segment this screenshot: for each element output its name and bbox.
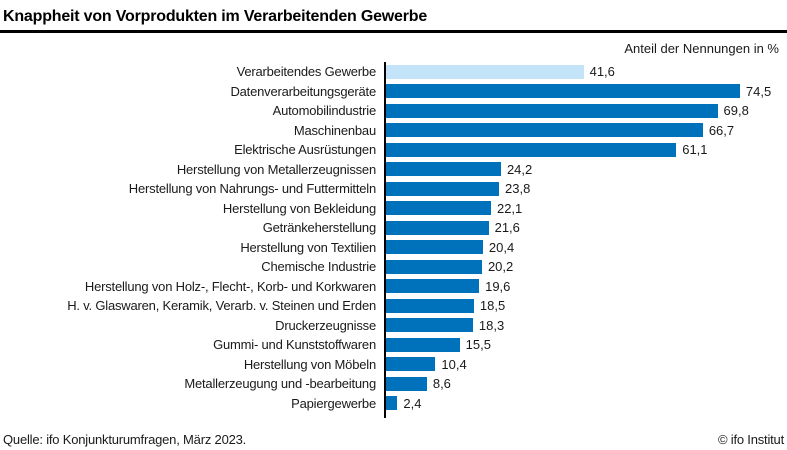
bar xyxy=(386,318,473,333)
chart-row: Datenverarbeitungsgeräte 74,5 xyxy=(0,81,787,101)
bar-track: 15,5 xyxy=(384,335,787,355)
footer-source: Quelle: ifo Konjunkturumfragen, März 202… xyxy=(3,432,247,447)
bar xyxy=(386,142,677,157)
category-label: Metallerzeugung und -bearbeitung xyxy=(184,376,376,392)
category-label: Herstellung von Nahrungs- und Futtermitt… xyxy=(128,181,376,197)
category-label: Automobilindustrie xyxy=(272,103,377,119)
bar xyxy=(386,337,460,352)
value-label: 24,2 xyxy=(506,161,533,177)
category-label: Herstellung von Textilien xyxy=(240,239,376,255)
value-label: 61,1 xyxy=(682,142,708,158)
value-label: 21,6 xyxy=(494,220,520,236)
chart-row: Herstellung von Nahrungs- und Futtermitt… xyxy=(0,179,787,199)
category-label: Maschinenbau xyxy=(293,122,376,138)
bar xyxy=(386,259,482,274)
bar-track: 74,5 xyxy=(384,81,787,101)
category-label: Getränkeherstellung xyxy=(262,220,376,236)
value-label: 15,5 xyxy=(465,337,491,353)
chart-row: Automobilindustrie 69,8 xyxy=(0,101,787,121)
chart-page: Knappheit von Vorprodukten im Verarbeite… xyxy=(0,7,787,447)
category-label: Druckerzeugnisse xyxy=(275,317,376,333)
category-label: Herstellung von Möbeln xyxy=(243,356,376,372)
bar-track: 41,6 xyxy=(384,62,787,82)
category-label: Papiergewerbe xyxy=(291,395,376,411)
value-label: 20,4 xyxy=(488,239,515,255)
value-label: 20,2 xyxy=(487,259,514,275)
bar-track: 20,2 xyxy=(384,257,787,277)
category-label: Gummi- und Kunststoffwaren xyxy=(213,337,376,353)
value-label: 18,5 xyxy=(479,298,506,314)
bar xyxy=(386,376,427,391)
value-label: 22,1 xyxy=(496,200,523,216)
category-label: Herstellung von Metallerzeugnissen xyxy=(176,161,376,177)
chart-row: Herstellung von Metallerzeugnissen 24,2 xyxy=(0,159,787,179)
chart-row: Elektrische Ausrüstungen 61,1 xyxy=(0,140,787,160)
bar xyxy=(386,240,483,255)
bar-track: 69,8 xyxy=(384,101,787,121)
bar-track: 19,6 xyxy=(384,276,787,296)
chart-row: Verarbeitendes Gewerbe 41,6 xyxy=(0,62,787,82)
bar-track: 24,2 xyxy=(384,159,787,179)
category-label: Verarbeitendes Gewerbe xyxy=(236,64,377,80)
bar xyxy=(386,201,491,216)
value-label: 10,4 xyxy=(441,356,467,372)
bar xyxy=(386,220,489,235)
bar xyxy=(386,396,398,411)
value-label: 66,7 xyxy=(708,122,735,138)
value-label: 2,4 xyxy=(403,395,422,411)
bar-track: 10,4 xyxy=(384,354,787,374)
title-divider xyxy=(0,30,787,33)
chart-row: Herstellung von Bekleidung 22,1 xyxy=(0,198,787,218)
chart-row: Herstellung von Möbeln 10,4 xyxy=(0,354,787,374)
category-label: Herstellung von Holz-, Flecht-, Korb- un… xyxy=(84,278,376,294)
chart-row: Gummi- und Kunststoffwaren 15,5 xyxy=(0,335,787,355)
value-label: 74,5 xyxy=(745,83,772,99)
value-label: 8,6 xyxy=(432,376,451,392)
bar-track: 21,6 xyxy=(384,218,787,238)
bar xyxy=(386,103,718,118)
bar-chart: Verarbeitendes Gewerbe 41,6 Datenverarbeit… xyxy=(0,62,787,413)
bar xyxy=(386,123,703,138)
bar-track: 61,1 xyxy=(384,140,787,160)
category-label: Herstellung von Bekleidung xyxy=(222,200,376,216)
category-label: Chemische Industrie xyxy=(261,259,376,275)
bar-track: 2,4 xyxy=(384,393,787,413)
bar-track: 18,3 xyxy=(384,315,787,335)
axis-unit-label: Anteil der Nennungen in % xyxy=(624,41,779,56)
footer-copyright: © ifo Institut xyxy=(717,432,784,447)
bar-track: 8,6 xyxy=(384,374,787,394)
value-label: 23,8 xyxy=(505,181,531,197)
chart-row: Maschinenbau 66,7 xyxy=(0,120,787,140)
chart-row: Herstellung von Holz-, Flecht-, Korb- un… xyxy=(0,276,787,296)
chart-row: Getränkeherstellung 21,6 xyxy=(0,218,787,238)
value-label: 19,6 xyxy=(485,278,511,294)
bar-track: 20,4 xyxy=(384,237,787,257)
bar xyxy=(386,64,584,79)
bar xyxy=(386,357,436,372)
value-label: 69,8 xyxy=(723,103,749,119)
bar xyxy=(386,279,480,294)
bar-track: 23,8 xyxy=(384,179,787,199)
chart-row: Druckerzeugnisse 18,3 xyxy=(0,315,787,335)
page-title: Knappheit von Vorprodukten im Verarbeite… xyxy=(3,8,428,25)
chart-row: Metallerzeugung und -bearbeitung 8,6 xyxy=(0,374,787,394)
bar-track: 18,5 xyxy=(384,296,787,316)
bar xyxy=(386,181,500,196)
value-label: 41,6 xyxy=(589,64,615,80)
bar xyxy=(386,162,501,177)
value-label: 18,3 xyxy=(478,317,505,333)
category-label: H. v. Glaswaren, Keramik, Verarb. v. Ste… xyxy=(67,298,376,314)
bar-track: 66,7 xyxy=(384,120,787,140)
axis-line-tail xyxy=(384,413,386,418)
chart-row: Chemische Industrie 20,2 xyxy=(0,257,787,277)
category-label: Datenverarbeitungsgeräte xyxy=(230,83,376,99)
footer: Quelle: ifo Konjunkturumfragen, März 202… xyxy=(0,432,787,447)
bar-track: 22,1 xyxy=(384,198,787,218)
bar xyxy=(386,84,740,99)
chart-row: H. v. Glaswaren, Keramik, Verarb. v. Ste… xyxy=(0,296,787,316)
category-label: Elektrische Ausrüstungen xyxy=(234,142,376,158)
chart-row: Herstellung von Textilien 20,4 xyxy=(0,237,787,257)
bar xyxy=(386,298,474,313)
chart-row: Papiergewerbe 2,4 xyxy=(0,393,787,413)
